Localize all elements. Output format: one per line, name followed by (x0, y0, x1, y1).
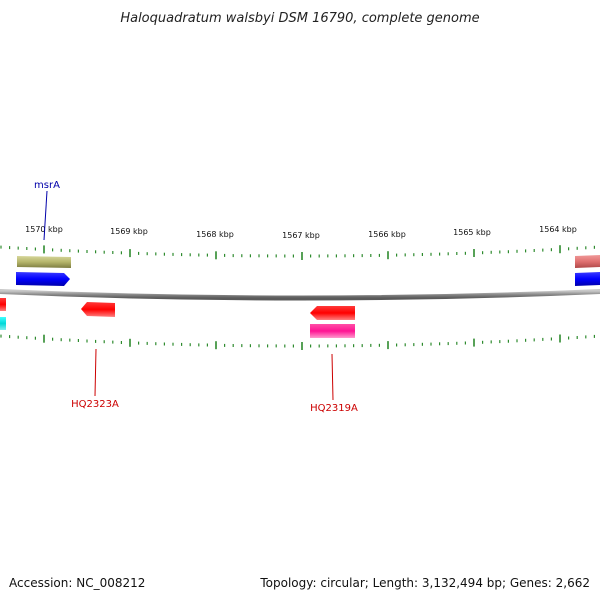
feature-blue[interactable] (575, 272, 600, 286)
feature-cyan-edge[interactable] (0, 317, 6, 330)
leader-line (94, 348, 97, 397)
ruler-label: 1564 kbp (539, 225, 577, 234)
feature-hq2319a-arrow[interactable] (310, 306, 355, 320)
gene-label-msra-group: msrA (34, 180, 60, 241)
feature-salmon[interactable] (575, 255, 600, 268)
gene-label-hq2319a[interactable]: HQ2319A (310, 403, 358, 414)
feature-hq2323a-arrow[interactable] (81, 302, 115, 317)
ruler-label: 1566 kbp (368, 230, 406, 239)
ruler-labels: 1570 kbp 1569 kbp 1568 kbp 1567 kbp 1566… (25, 225, 577, 240)
gene-label-hq2323a[interactable]: HQ2323A (71, 399, 119, 410)
feature-olive[interactable] (17, 256, 71, 268)
genome-summary-text: Topology: circular; Length: 3,132,494 bp… (260, 576, 590, 590)
leader-line (43, 190, 48, 241)
ruler-label: 1569 kbp (110, 227, 148, 236)
genome-backbone (0, 288, 600, 301)
map-title: Haloquadratum walsbyi DSM 16790, complet… (120, 11, 479, 26)
gene-label-hq2319a-group: HQ2319A (310, 353, 358, 414)
ruler-label: 1568 kbp (196, 230, 234, 239)
gene-label-hq2323a-group: HQ2323A (71, 348, 119, 410)
leader-line (331, 353, 334, 401)
gene-label-msra[interactable]: msrA (34, 180, 60, 191)
feature-pink[interactable] (310, 324, 355, 338)
outer-tick-ring (0, 245, 596, 260)
ruler-label: 1570 kbp (25, 225, 63, 234)
forward-strand-features (16, 255, 600, 286)
inner-tick-ring (0, 334, 596, 350)
feature-msra-arrow[interactable] (16, 272, 70, 286)
accession-text: Accession: NC_008212 (9, 576, 146, 590)
reverse-strand-features (0, 298, 355, 338)
feature-red-edge[interactable] (0, 298, 6, 311)
ruler-label: 1565 kbp (453, 228, 491, 237)
ruler-label: 1567 kbp (282, 231, 320, 240)
